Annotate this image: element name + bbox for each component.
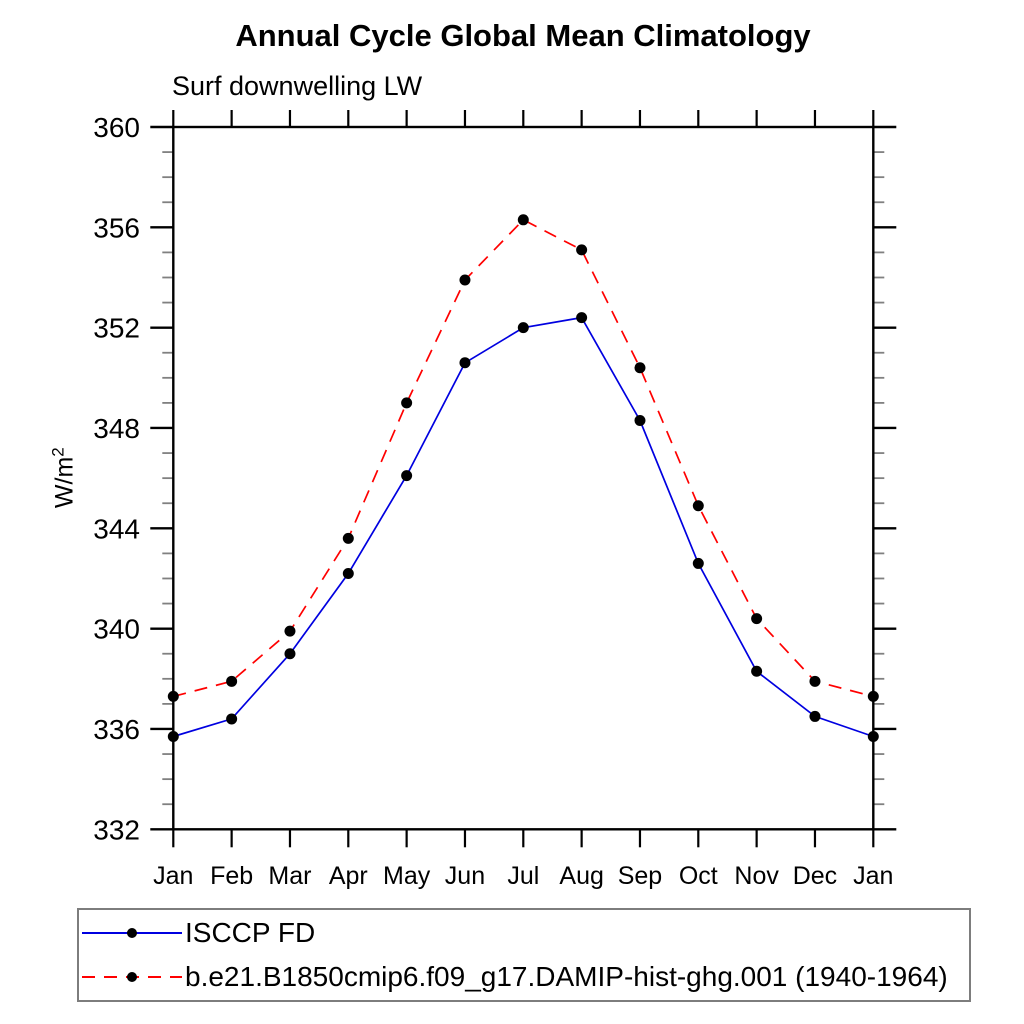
- data-point-marker-1: [401, 397, 413, 409]
- y-tick-label: 340: [93, 614, 140, 645]
- data-point-marker-1: [459, 274, 471, 286]
- data-point-marker-1: [692, 500, 704, 512]
- x-tick-label: Jul: [507, 862, 539, 890]
- y-tick-label: 348: [93, 413, 140, 444]
- legend-marker-dot-icon: [127, 928, 137, 939]
- data-point-marker-0: [226, 713, 238, 725]
- x-tick-label: Apr: [329, 862, 368, 890]
- x-tick-label: Jun: [445, 862, 485, 890]
- data-point-marker-1: [342, 532, 354, 544]
- legend-label: ISCCP FD: [185, 917, 316, 949]
- x-tick-label: Feb: [210, 862, 253, 890]
- data-point-marker-1: [867, 690, 879, 702]
- data-point-marker-0: [867, 730, 879, 742]
- legend-line-sample-dashed: [82, 971, 182, 982]
- data-point-marker-0: [167, 730, 179, 742]
- legend-item-model-run: b.e21.B1850cmip6.f09_g17.DAMIP-hist-ghg.…: [79, 957, 969, 997]
- legend-box: ISCCP FD b.e21.B1850cmip6.f09_g17.DAMIP-…: [77, 908, 971, 1002]
- series-line-0: [173, 316, 874, 738]
- data-point-marker-0: [692, 557, 704, 569]
- x-tick-label: Aug: [559, 862, 603, 890]
- data-point-marker-1: [634, 362, 646, 374]
- x-tick-label: Oct: [679, 862, 718, 890]
- data-point-marker-0: [751, 665, 763, 677]
- chart-title: Annual Cycle Global Mean Climatology: [235, 18, 811, 53]
- y-tick-label: 356: [93, 212, 140, 243]
- data-point-marker-0: [809, 710, 821, 722]
- series-line-1: [173, 218, 874, 698]
- x-tick-label: Mar: [268, 862, 311, 890]
- data-point-marker-0: [401, 470, 413, 482]
- data-point-marker-0: [459, 357, 471, 369]
- chart-subtitle: Surf downwelling LW: [172, 71, 423, 101]
- data-point-marker-0: [342, 567, 354, 579]
- data-point-marker-0: [517, 322, 529, 334]
- x-tick-label: Nov: [734, 862, 779, 890]
- x-tick-label: Jan: [153, 862, 193, 890]
- legend-label: b.e21.B1850cmip6.f09_g17.DAMIP-hist-ghg.…: [185, 960, 948, 992]
- x-tick-label: Sep: [618, 862, 662, 890]
- data-point-marker-0: [634, 414, 646, 426]
- legend-marker-dot-icon: [127, 971, 137, 982]
- data-point-marker-1: [576, 244, 588, 256]
- data-point-marker-1: [226, 675, 238, 687]
- plot-frame: [172, 125, 875, 831]
- legend-line-sample-solid: [82, 928, 182, 939]
- x-tick-label: May: [383, 862, 431, 890]
- data-point-marker-1: [809, 675, 821, 687]
- data-point-marker-0: [284, 648, 296, 660]
- y-tick-label: 332: [93, 814, 140, 845]
- data-point-marker-0: [576, 312, 588, 324]
- legend-item-isccp-fd: ISCCP FD: [79, 913, 969, 953]
- data-point-marker-1: [751, 613, 763, 625]
- x-tick-label: Dec: [793, 862, 837, 890]
- y-tick-label: 352: [93, 313, 140, 344]
- data-point-marker-1: [284, 625, 296, 637]
- y-tick-label: 360: [93, 112, 140, 143]
- y-tick-label: 344: [93, 513, 140, 544]
- x-tick-label: Jan: [853, 862, 893, 890]
- data-point-marker-1: [517, 214, 529, 226]
- y-tick-label: 336: [93, 714, 140, 745]
- data-point-marker-1: [167, 690, 179, 702]
